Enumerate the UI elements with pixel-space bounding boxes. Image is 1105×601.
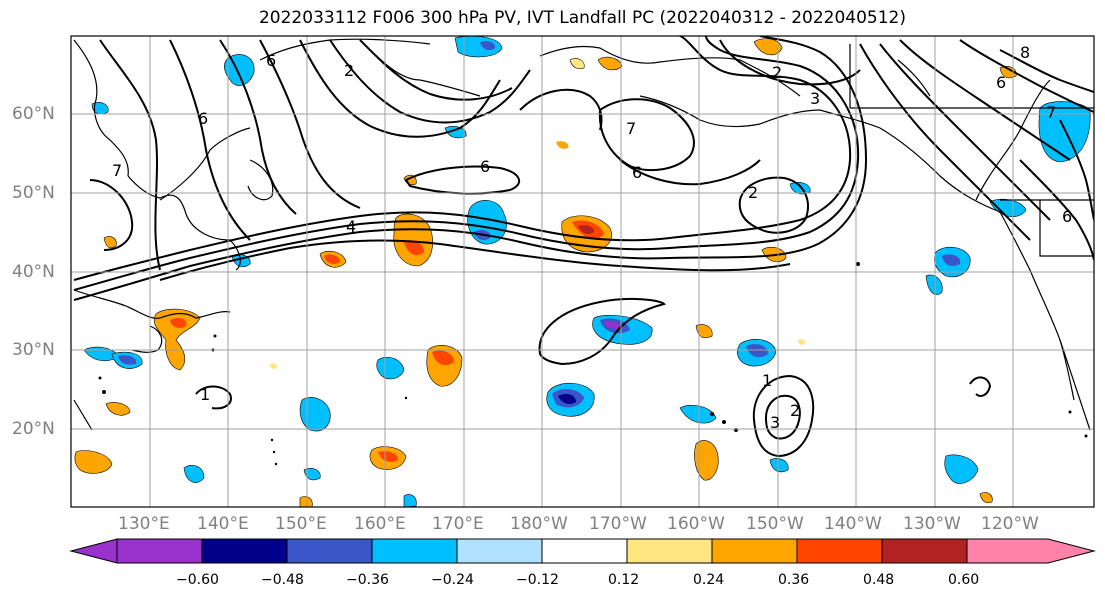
contour-label: 6 [198, 109, 208, 128]
colorbar-extend-high [966, 538, 1096, 564]
contour-label: 6 [1062, 207, 1072, 226]
contour-label: 6 [266, 51, 276, 70]
colorbar-tick-label: −0.48 [261, 572, 304, 588]
contour-label: 6 [480, 157, 490, 176]
lon-label: 130°E [118, 514, 170, 534]
colorbar-tick-label: −0.24 [431, 572, 474, 588]
colorbar-segment [286, 538, 373, 564]
colorbar-segment [116, 538, 203, 564]
contour-label: 7 [112, 161, 122, 180]
contour-label: 7 [1046, 103, 1056, 122]
islands [98, 262, 1088, 466]
lon-label: 170°E [432, 514, 484, 534]
lat-label: 30°N [12, 340, 55, 360]
colorbar-segment [881, 538, 968, 564]
colorbar-segment [541, 538, 628, 564]
lon-label: 180°W [510, 514, 568, 534]
lon-label: 140°W [824, 514, 882, 534]
contour-label: 2 [344, 61, 354, 80]
contour-label: 8 [1020, 43, 1030, 62]
colorbar-tick-label: 0.24 [693, 572, 725, 588]
contour-label: 2 [748, 183, 758, 202]
colorbar-tick-label: −0.60 [176, 572, 219, 588]
lon-label: 120°W [981, 514, 1039, 534]
lon-label: 160°E [354, 514, 406, 534]
colorbar-segment [456, 538, 543, 564]
colorbar-segment [201, 538, 288, 564]
colorbar-tick-label: 0.36 [778, 572, 810, 588]
colorbar-segment [371, 538, 458, 564]
colorbar-segment [796, 538, 883, 564]
colorbar-extend-low [69, 538, 118, 564]
lat-label: 50°N [12, 183, 55, 203]
lon-label: 150°W [746, 514, 804, 534]
contour-label: 2 [790, 401, 800, 420]
colorbar-tick-label: 0.48 [863, 572, 895, 588]
lat-label: 60°N [12, 104, 55, 124]
lon-label: 170°W [589, 514, 647, 534]
contour-label: 1 [200, 385, 210, 404]
colorbar-segment [711, 538, 798, 564]
lon-label: 130°W [903, 514, 961, 534]
lat-label: 20°N [12, 419, 55, 439]
colorbar-tick-label: 0.60 [948, 572, 980, 588]
contour-label: 6 [632, 163, 642, 182]
plot-frame [70, 35, 1095, 508]
contour-label: 1 [762, 371, 772, 390]
contour-label: 7 [626, 119, 636, 138]
lon-label: 140°E [197, 514, 249, 534]
contour-label: 6 [996, 73, 1006, 92]
contour-label: 4 [346, 217, 356, 236]
colorbar [69, 538, 1096, 564]
lat-label: 40°N [12, 262, 55, 282]
colorbar-tick-label: −0.36 [346, 572, 389, 588]
lon-label: 150°E [275, 514, 327, 534]
graticule [71, 36, 1094, 507]
pv-contours [73, 36, 1094, 458]
contour-label: 2 [772, 63, 782, 82]
shaded-anomalies [74, 36, 1091, 507]
colorbar-segment [626, 538, 713, 564]
contour-label: 3 [770, 413, 780, 432]
colorbar-tick-label: −0.12 [516, 572, 559, 588]
colorbar-tick-label: 0.12 [608, 572, 640, 588]
lon-label: 160°W [667, 514, 725, 534]
contour-label: 3 [810, 89, 820, 108]
coastlines [73, 38, 1094, 431]
map-title: 2022033112 F006 300 hPa PV, IVT Landfall… [258, 8, 906, 28]
